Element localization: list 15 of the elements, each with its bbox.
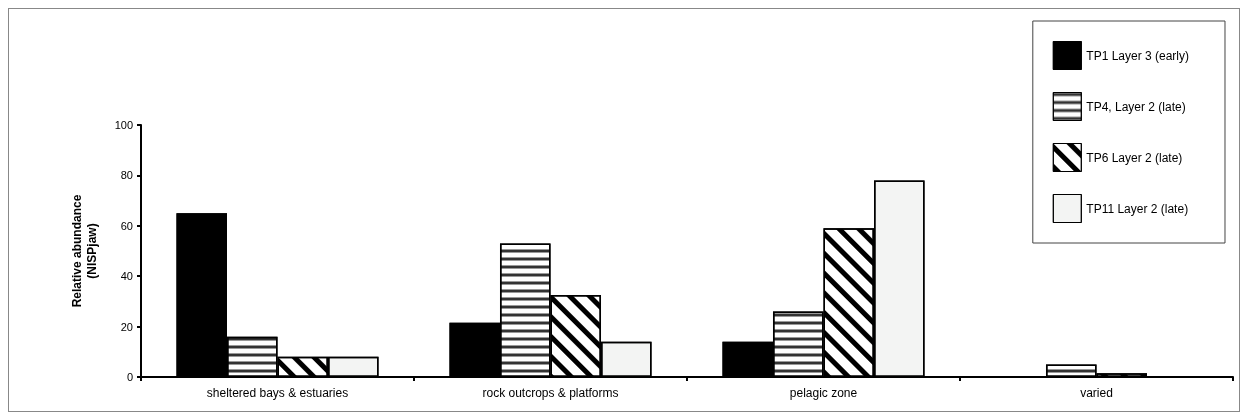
- legend-label: TP4, Layer 2 (late): [1086, 99, 1186, 114]
- y-axis-title: Relative abundance (NISPjaw): [69, 194, 99, 308]
- y-tick-label: 100: [114, 119, 133, 131]
- legend-label: TP6 Layer 2 (late): [1086, 150, 1183, 165]
- y-tick-label: 60: [120, 219, 133, 232]
- x-tick-label: varied: [1080, 386, 1113, 400]
- legend-label: TP11 Layer 2 (late): [1086, 201, 1189, 216]
- y-tick-label: 0: [126, 371, 133, 383]
- legend-label: TP1 Layer 3 (early): [1086, 48, 1189, 63]
- x-tick-label: rock outcrops & platforms: [482, 386, 619, 400]
- x-tick-label: pelagic zone: [789, 386, 858, 400]
- y-tick-label: 80: [120, 169, 133, 182]
- x-tick-label: sheltered bays & estuaries: [206, 386, 349, 400]
- y-tick-label: 20: [120, 320, 133, 333]
- y-tick-label: 40: [120, 270, 133, 283]
